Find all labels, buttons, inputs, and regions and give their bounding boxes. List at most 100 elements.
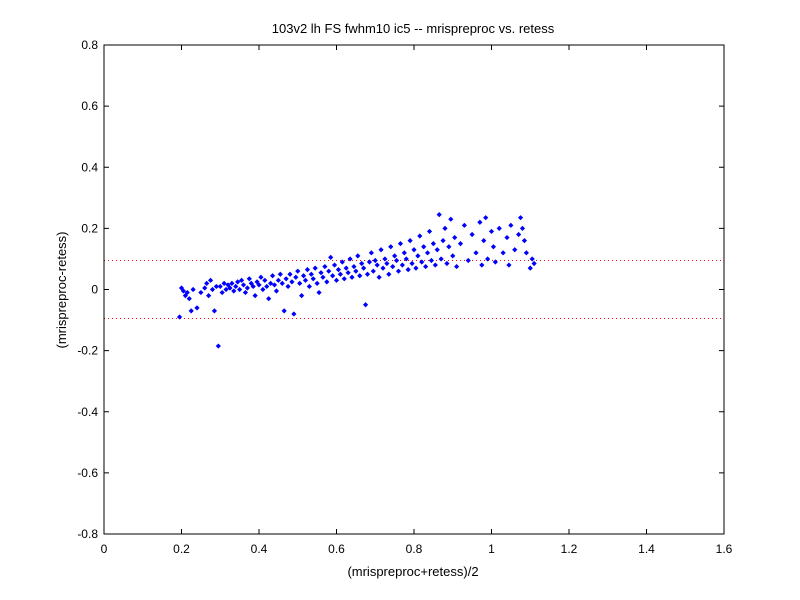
data-point: [529, 256, 535, 262]
data-point: [287, 271, 293, 277]
data-point: [419, 259, 425, 265]
data-point: [508, 222, 514, 228]
data-point: [479, 262, 485, 268]
data-point: [500, 250, 506, 256]
data-point: [355, 253, 361, 259]
data-point: [262, 277, 268, 283]
data-point: [330, 273, 336, 279]
data-point: [213, 283, 219, 290]
data-point: [339, 259, 345, 265]
data-point: [366, 259, 373, 265]
x-tick-label: 0.8: [406, 542, 423, 556]
data-point: [444, 260, 450, 267]
data-point: [523, 250, 529, 256]
data-point: [409, 260, 415, 267]
data-point: [186, 296, 192, 302]
data-point: [190, 286, 196, 293]
data-point: [353, 268, 359, 274]
data-point: [215, 343, 221, 349]
data-point: [415, 253, 421, 259]
data-point: [450, 253, 456, 259]
x-tick-label: 0.4: [251, 542, 268, 556]
data-point: [198, 289, 204, 296]
data-point: [289, 279, 295, 285]
data-point: [202, 285, 208, 291]
data-point: [184, 289, 190, 296]
data-point: [302, 277, 309, 283]
data-point: [477, 219, 483, 225]
data-point: [384, 260, 390, 267]
data-point: [283, 276, 289, 282]
data-point: [324, 279, 330, 285]
data-point: [413, 265, 419, 271]
y-tick-label: 0.4: [81, 160, 98, 174]
data-point: [233, 283, 239, 290]
data-point: [440, 238, 446, 244]
data-point: [382, 256, 388, 262]
data-point: [314, 280, 320, 286]
data-point: [312, 265, 318, 271]
x-axis-label: (mrispreproc+retess)/2: [347, 564, 478, 579]
data-point: [240, 282, 247, 288]
data-point: [364, 271, 371, 277]
data-point: [229, 280, 235, 286]
data-point: [349, 274, 355, 280]
data-point: [221, 280, 227, 286]
data-point: [304, 267, 311, 273]
data-point: [490, 244, 497, 250]
data-point: [531, 260, 537, 267]
data-point: [275, 277, 281, 283]
y-tick-label: -0.8: [77, 527, 98, 541]
data-point: [374, 262, 380, 268]
data-point: [310, 276, 316, 282]
data-point: [452, 234, 458, 241]
data-point: [242, 289, 249, 296]
data-point: [457, 241, 464, 247]
data-point: [512, 247, 518, 253]
data-point: [465, 257, 471, 264]
x-axis-ticks: 0 0.2 0.4 0.6 0.8 1 1.2 1.4 1.6: [101, 45, 733, 556]
data-point: [442, 225, 448, 231]
data-point: [485, 256, 491, 262]
data-point: [227, 285, 233, 291]
data-point: [256, 282, 262, 288]
y-tick-label: -0.4: [77, 405, 98, 419]
data-point: [461, 222, 467, 228]
data-point: [326, 268, 332, 274]
data-point: [519, 225, 526, 231]
data-point: [178, 285, 185, 291]
x-tick-label: 0: [101, 542, 108, 556]
data-point: [246, 276, 252, 282]
data-point: [217, 283, 223, 290]
y-tick-label: 0.8: [81, 38, 98, 52]
data-point: [273, 288, 280, 294]
data-point: [328, 254, 334, 261]
data-point: [345, 270, 351, 276]
data-point: [454, 263, 460, 270]
data-point: [322, 263, 328, 270]
y-axis-ticks: -0.8 -0.6 -0.4 -0.2 0 0.2 0.4 0.6 0.8: [77, 38, 724, 541]
data-point: [436, 212, 442, 218]
data-point: [318, 270, 324, 276]
data-point: [397, 241, 404, 247]
data-point: [250, 283, 256, 290]
data-point: [281, 308, 287, 314]
data-point: [223, 286, 229, 293]
data-point: [392, 253, 398, 259]
data-point: [424, 250, 431, 256]
x-tick-label: 1.2: [561, 542, 578, 556]
y-tick-label: -0.2: [77, 344, 98, 358]
data-point: [469, 231, 475, 238]
data-point: [320, 274, 326, 280]
y-axis-label: (mrispreproc-retess): [54, 231, 69, 348]
data-point: [188, 308, 194, 314]
data-point: [219, 289, 225, 296]
data-point: [386, 271, 392, 277]
data-point: [279, 280, 285, 286]
x-tick-label: 1.4: [638, 542, 655, 556]
data-point: [488, 228, 495, 235]
data-point: [368, 250, 374, 256]
data-point: [393, 257, 400, 264]
data-point: [527, 265, 533, 271]
